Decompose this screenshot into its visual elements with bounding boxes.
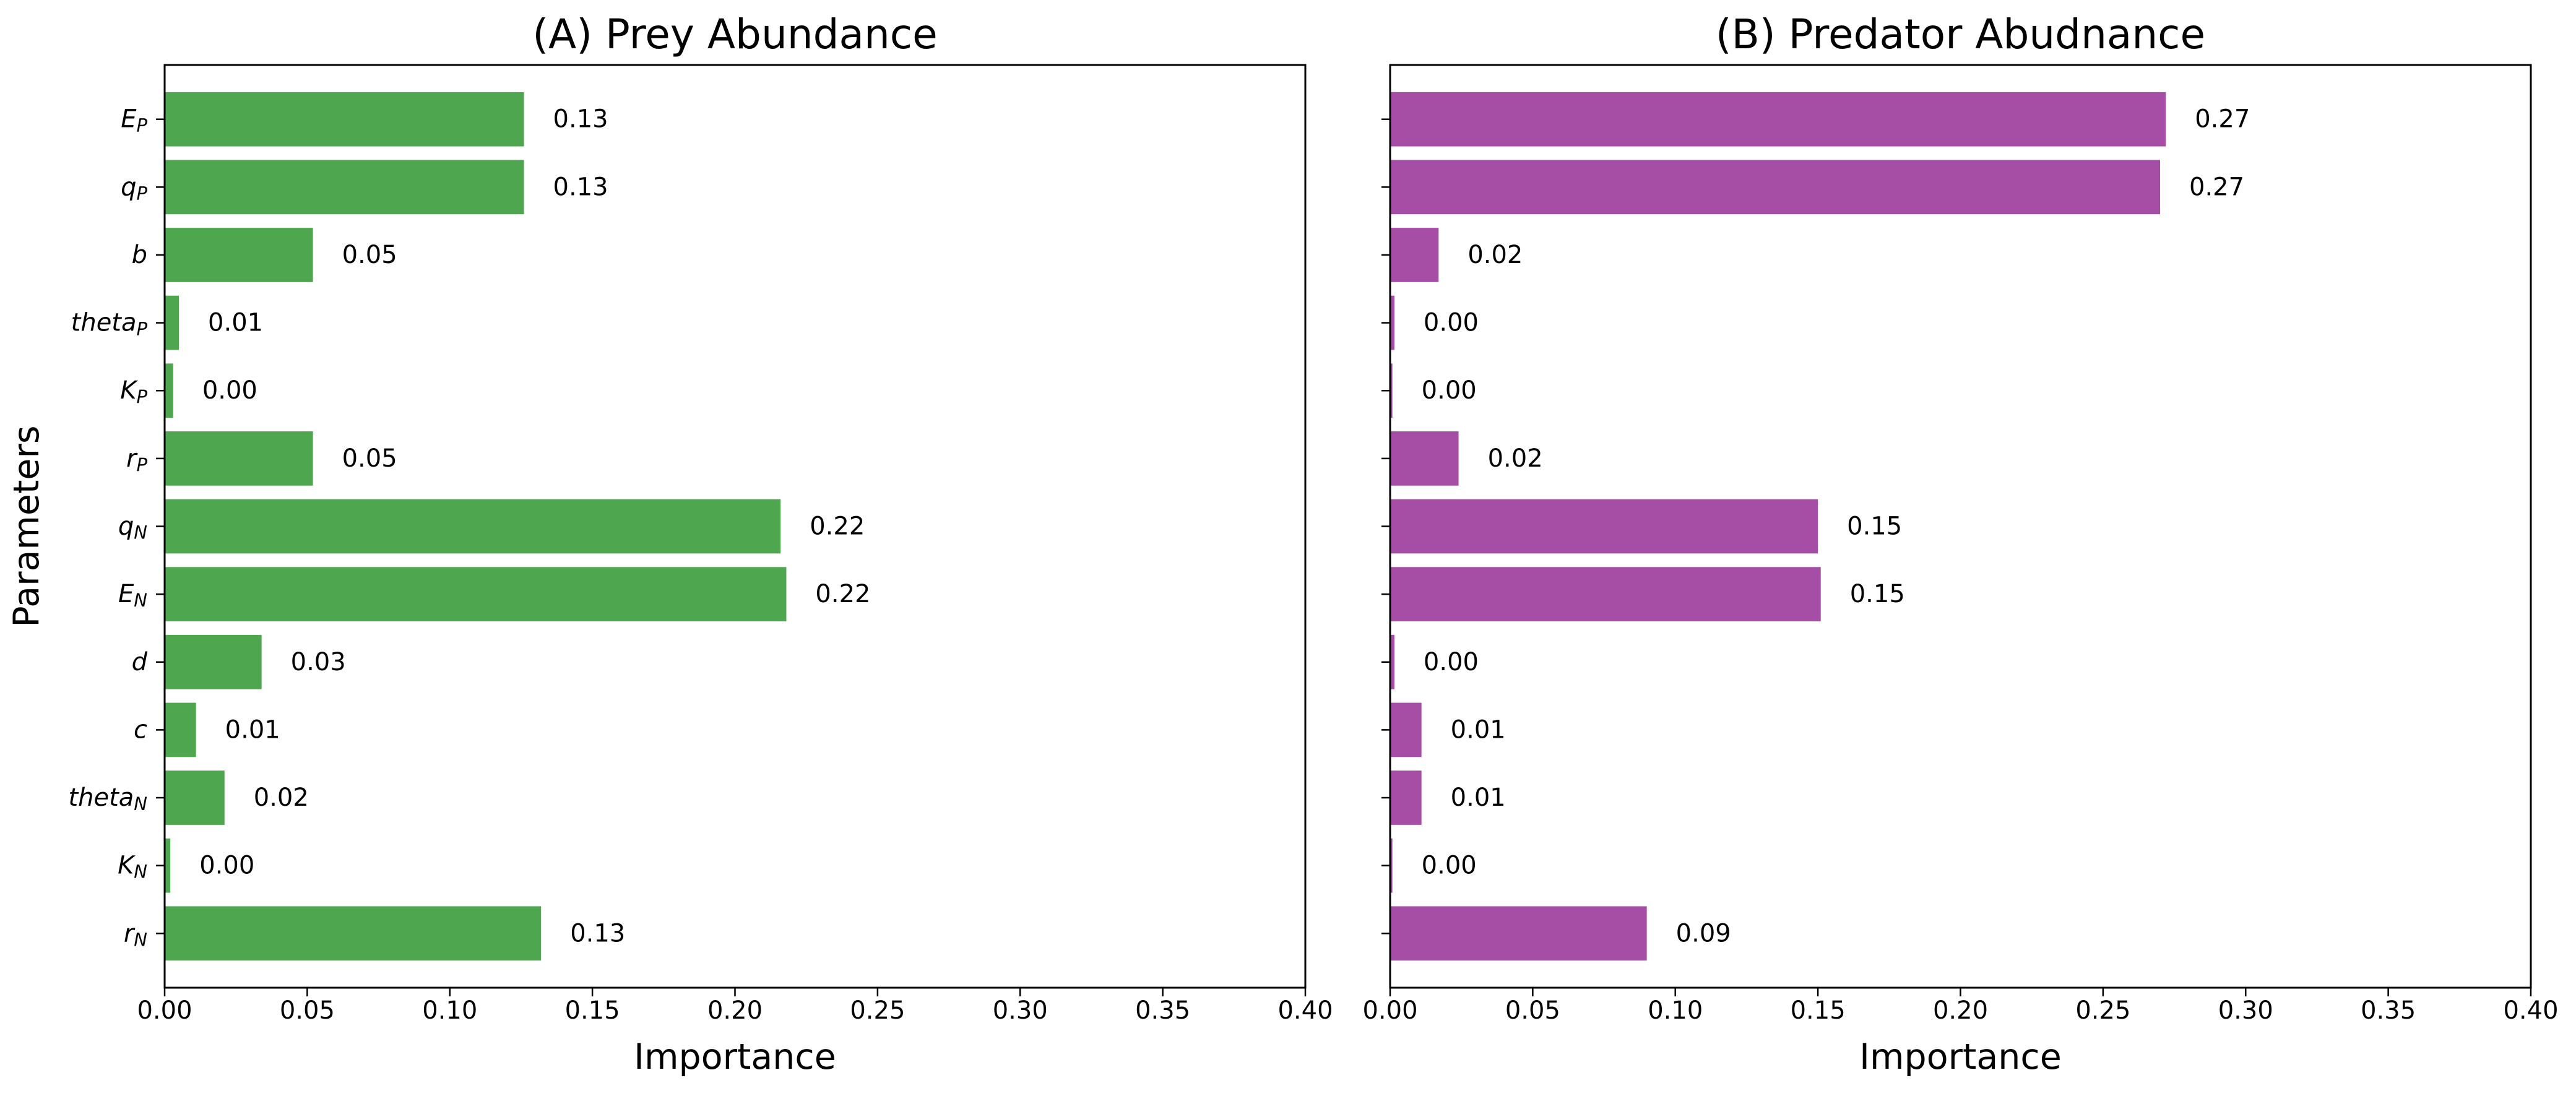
bar-value-label: 0.05 <box>342 241 397 269</box>
x-tick-label: 0.15 <box>1791 996 1846 1025</box>
x-tick-label: 0.05 <box>1505 996 1560 1025</box>
y-tick-label: KN <box>118 852 147 882</box>
bar <box>1390 702 1422 757</box>
bar <box>165 702 196 757</box>
bar <box>165 363 173 418</box>
bar-value-label: 0.22 <box>810 512 865 541</box>
y-tick-label: rN <box>124 919 147 950</box>
bar <box>1390 838 1393 893</box>
x-tick-label: 0.35 <box>1135 996 1190 1025</box>
bar-value-label: 0.02 <box>254 783 309 812</box>
bar-value-label: 0.27 <box>2189 173 2244 201</box>
bar <box>165 499 781 554</box>
bar-value-label: 0.02 <box>1488 444 1543 473</box>
x-tick-label: 0.25 <box>850 996 905 1025</box>
panel-predator-abundance: 0.27 0.27 0.02 0.00 0.00 0.02 0.15 0.15 0.00 0.01… <box>1362 11 2558 1077</box>
bar-value-label: 0.15 <box>1850 580 1905 608</box>
bar-value-label: 0.00 <box>1422 852 1477 880</box>
x-tick-label: 0.10 <box>1648 996 1703 1025</box>
y-tick-label: thetaP <box>71 309 148 340</box>
bar-value-label: 0.00 <box>202 376 257 405</box>
bar <box>165 160 524 215</box>
x-tick-label: 0.40 <box>1277 996 1333 1025</box>
bar <box>1390 295 1394 350</box>
bar <box>1390 567 1821 621</box>
bar <box>165 634 262 689</box>
bar-value-label: 0.09 <box>1676 919 1731 947</box>
y-tick-label: KP <box>120 376 147 407</box>
x-tick-label: 0.25 <box>2075 996 2130 1025</box>
chart-title: (A) Prey Abundance <box>532 11 937 58</box>
bar-value-label: 0.00 <box>1424 648 1479 676</box>
bar <box>1390 634 1394 689</box>
bar <box>1390 499 1818 554</box>
bar <box>165 228 313 282</box>
bar <box>165 770 225 825</box>
x-tick-label: 0.20 <box>707 996 763 1025</box>
x-tick-label: 0.40 <box>2503 996 2558 1025</box>
bar-value-label: 0.13 <box>570 919 625 947</box>
x-tick-label: 0.20 <box>1933 996 1988 1025</box>
x-axis-label: Importance <box>1859 1037 2062 1077</box>
y-tick-label: qP <box>121 173 147 204</box>
bar-value-label: 0.03 <box>291 648 346 676</box>
bar <box>165 295 179 350</box>
bar <box>1390 160 2161 215</box>
bar-value-label: 0.13 <box>553 173 608 201</box>
x-tick-label: 0.35 <box>2361 996 2416 1025</box>
y-tick-label: c <box>134 715 147 744</box>
bar <box>1390 906 1647 961</box>
bar <box>165 906 542 961</box>
bar-value-label: 0.01 <box>1451 715 1506 744</box>
x-tick-label: 0.05 <box>280 996 335 1025</box>
bar <box>1390 92 2166 147</box>
y-tick-label: qN <box>118 512 147 543</box>
y-axis-label: Parameters <box>6 425 47 627</box>
bar <box>165 431 313 486</box>
x-tick-label: 0.00 <box>1362 996 1417 1025</box>
bar <box>165 838 171 893</box>
bar <box>1390 228 1439 282</box>
x-axis-label: Importance <box>634 1037 836 1077</box>
bar <box>165 92 524 147</box>
y-tick-label: thetaN <box>68 783 147 814</box>
x-tick-label: 0.00 <box>137 996 192 1025</box>
bar <box>1390 770 1422 825</box>
bar-value-label: 0.00 <box>1422 376 1477 405</box>
y-tick-label: b <box>132 241 147 269</box>
bar-value-label: 0.15 <box>1847 512 1902 541</box>
bar-value-label: 0.05 <box>342 444 397 473</box>
x-tick-label: 0.10 <box>422 996 477 1025</box>
bar-value-label: 0.13 <box>553 105 608 134</box>
y-tick-label: rP <box>126 444 147 475</box>
bar-value-label: 0.01 <box>208 309 263 337</box>
bar-value-label: 0.00 <box>199 852 254 880</box>
x-tick-label: 0.15 <box>565 996 620 1025</box>
axes-frame <box>163 64 1307 989</box>
bar-value-label: 0.00 <box>1424 309 1479 337</box>
bar <box>1390 363 1393 418</box>
bar <box>1390 431 1459 486</box>
bar-value-label: 0.01 <box>1451 783 1506 812</box>
y-tick-label: EN <box>118 580 147 611</box>
chart-title: (B) Predator Abudnance <box>1716 11 2205 58</box>
bar-value-label: 0.01 <box>225 715 280 744</box>
bar-value-label: 0.27 <box>2195 105 2250 134</box>
y-tick-label: EP <box>121 105 147 136</box>
x-tick-label: 0.30 <box>993 996 1048 1025</box>
bar-value-label: 0.22 <box>815 580 870 608</box>
x-tick-label: 0.30 <box>2218 996 2273 1025</box>
bar-value-label: 0.02 <box>1467 241 1523 269</box>
y-tick-label: d <box>132 648 148 676</box>
bar <box>165 567 787 621</box>
panel-prey-abundance: 0.13 EP 0.13 qP 0.05 b 0.01 thetaP 0.00 KP 0.05 rP 0… <box>6 11 1333 1077</box>
axes-frame <box>1389 64 2532 989</box>
